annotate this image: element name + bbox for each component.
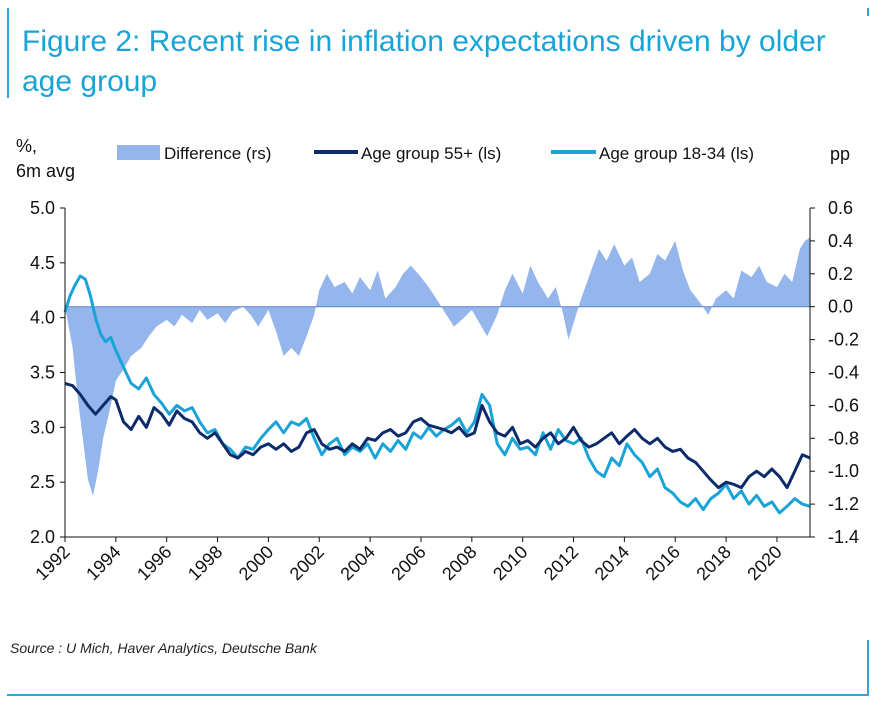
right-tick-label: -0.6 — [828, 395, 859, 415]
left-tick-label: 2.0 — [30, 527, 55, 547]
x-tick-label: 2014 — [591, 542, 633, 584]
legend-label-age-18-34: Age group 18-34 (ls) — [599, 144, 754, 163]
left-tick-label: 5.0 — [30, 198, 55, 218]
x-tick-label: 2016 — [642, 542, 684, 584]
frame-right-border — [867, 640, 869, 696]
left-tick-label: 2.5 — [30, 472, 55, 492]
left-tick-label: 4.5 — [30, 253, 55, 273]
left-tick-label: 4.0 — [30, 308, 55, 328]
axes-layer: 5.0 4.5 4.0 3.5 3.0 2.5 2.0 0.6 0.4 0.2 0.0 -0.2 -0.… — [16, 136, 859, 584]
x-tick-label: 1992 — [31, 542, 73, 584]
right-tick-label: 0.6 — [828, 198, 853, 218]
legend-label-age-55-plus: Age group 55+ (ls) — [361, 144, 501, 163]
x-tick-label: 2020 — [743, 542, 785, 584]
right-unit-label: pp — [830, 144, 850, 164]
x-tick-label: 1998 — [184, 542, 226, 584]
left-unit-label: %, — [16, 136, 37, 156]
right-tick-label: -1.2 — [828, 494, 859, 514]
right-tick-label: -0.2 — [828, 330, 859, 350]
x-tick-label: 2018 — [692, 542, 734, 584]
right-tick-label: -0.8 — [828, 428, 859, 448]
legend: Difference (rs) Age group 55+ (ls) Age gro… — [117, 144, 754, 163]
legend-swatch-difference — [117, 145, 160, 160]
difference-area — [65, 237, 810, 496]
right-tick-label: 0.4 — [828, 231, 853, 251]
right-tick-label: 0.0 — [828, 297, 853, 317]
series-lines-layer — [63, 274, 811, 515]
age-55-plus-line — [64, 382, 811, 490]
left-unit-label-2: 6m avg — [16, 161, 75, 181]
x-tick-label: 2002 — [286, 542, 328, 584]
right-tick-label: -0.4 — [828, 363, 859, 383]
frame-left-border — [7, 8, 9, 98]
right-tick-label: -1.4 — [828, 527, 859, 547]
left-tick-label: 3.0 — [30, 417, 55, 437]
x-tick-label: 2006 — [387, 542, 429, 584]
source-note: Source : U Mich, Haver Analytics, Deutsc… — [10, 640, 317, 656]
figure-title: Figure 2: Recent rise in inflation expec… — [22, 25, 826, 98]
frame-bottom-border — [7, 694, 869, 696]
x-tick-label: 2000 — [235, 542, 277, 584]
age-18-34-line — [63, 274, 811, 515]
legend-label-difference: Difference (rs) — [164, 144, 271, 163]
x-tick-label: 1996 — [133, 542, 175, 584]
difference-area-layer — [65, 237, 810, 496]
right-tick-label: 0.2 — [828, 264, 853, 284]
frame-top-right-border — [867, 8, 869, 16]
x-tick-label: 1994 — [82, 542, 124, 584]
x-tick-label: 2012 — [540, 542, 582, 584]
x-tick-label: 2008 — [438, 542, 480, 584]
right-tick-label: -1.0 — [828, 461, 859, 481]
x-tick-label: 2010 — [489, 542, 531, 584]
left-tick-label: 3.5 — [30, 363, 55, 383]
x-tick-label: 2004 — [336, 542, 378, 584]
